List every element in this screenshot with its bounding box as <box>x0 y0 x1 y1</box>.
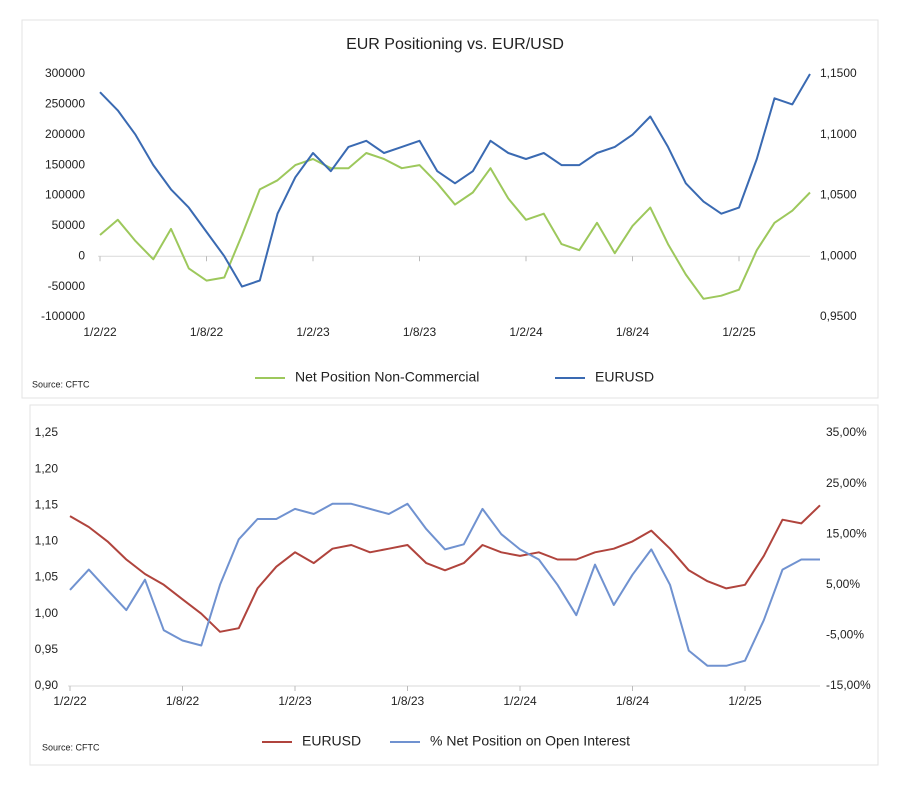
y2-tick-label: -5,00% <box>826 628 864 642</box>
source-note: Source: CFTC <box>32 379 90 389</box>
y2-tick-label: 1,1500 <box>820 66 857 80</box>
series-line <box>99 152 811 300</box>
y2-tick-label: 1,0500 <box>820 188 857 202</box>
y2-tick-label: 5,00% <box>826 577 860 591</box>
y2-tick-label: 25,00% <box>826 476 867 490</box>
y-tick-label: 250000 <box>45 97 85 111</box>
y-tick-label: 0,90 <box>35 678 59 692</box>
y-tick-label: -100000 <box>41 309 85 323</box>
chart-frame <box>29 404 879 766</box>
y2-tick-label: 15,00% <box>826 526 867 540</box>
y-tick-label: 1,00 <box>35 606 59 620</box>
x-tick-label: 1/2/22 <box>53 694 87 708</box>
x-tick-label: 1/8/22 <box>166 694 200 708</box>
x-tick-label: 1/2/25 <box>722 325 756 339</box>
x-tick-label: 1/2/22 <box>83 325 117 339</box>
y-tick-label: -50000 <box>48 279 86 293</box>
x-tick-label: 1/8/23 <box>403 325 437 339</box>
y-tick-label: 300000 <box>45 66 85 80</box>
y-tick-label: 1,20 <box>35 461 59 475</box>
x-tick-label: 1/2/23 <box>296 325 330 339</box>
x-tick-label: 1/8/24 <box>616 325 650 339</box>
y-tick-label: 200000 <box>45 127 85 141</box>
chart-title: EUR Positioning vs. EUR/USD <box>346 36 564 53</box>
legend-label: EURUSD <box>302 733 361 749</box>
y-tick-label: 50000 <box>52 218 86 232</box>
y-tick-label: 1,25 <box>35 425 59 439</box>
y-tick-label: 150000 <box>45 157 85 171</box>
y-tick-label: 1,10 <box>35 534 59 548</box>
legend-label: % Net Position on Open Interest <box>430 733 630 749</box>
chart-frame <box>21 19 879 399</box>
y-tick-label: 0,95 <box>35 642 59 656</box>
x-tick-label: 1/2/24 <box>509 325 543 339</box>
y-tick-label: 100000 <box>45 188 85 202</box>
legend-label: Net Position Non-Commercial <box>295 369 479 385</box>
x-tick-label: 1/2/24 <box>503 694 537 708</box>
y-tick-label: 1,15 <box>35 497 59 511</box>
y2-tick-label: 0,9500 <box>820 309 857 323</box>
series-line <box>99 73 811 288</box>
x-tick-label: 1/8/24 <box>616 694 650 708</box>
y-tick-label: 0 <box>78 248 85 262</box>
x-tick-label: 1/8/23 <box>391 694 425 708</box>
series-line <box>69 502 820 667</box>
y2-tick-label: 35,00% <box>826 425 867 439</box>
y-tick-label: 1,05 <box>35 570 59 584</box>
y2-tick-label: -15,00% <box>826 678 871 692</box>
x-tick-label: 1/8/22 <box>190 325 224 339</box>
x-tick-label: 1/2/25 <box>728 694 762 708</box>
y2-tick-label: 1,1000 <box>820 127 857 141</box>
y2-tick-label: 1,0000 <box>820 248 857 262</box>
source-note: Source: CFTC <box>42 742 100 752</box>
series-line <box>69 504 821 633</box>
x-tick-label: 1/2/23 <box>278 694 312 708</box>
legend-label: EURUSD <box>595 369 654 385</box>
